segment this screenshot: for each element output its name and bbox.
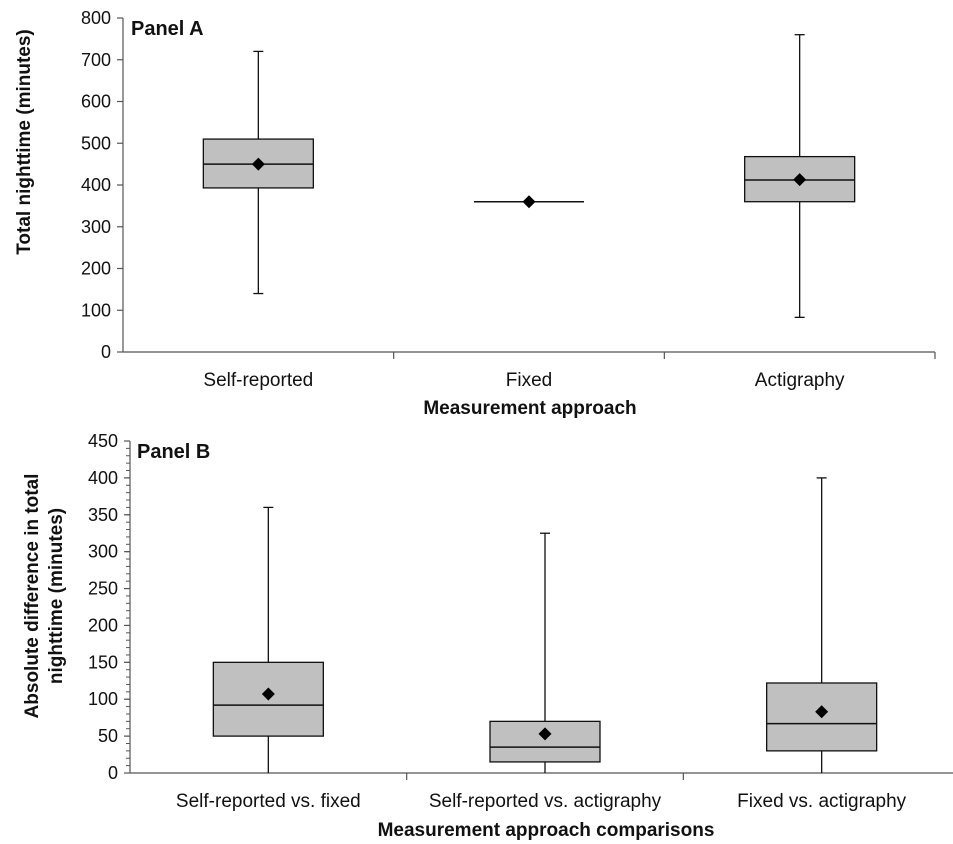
panel-a-y-tick-label: 300 (81, 217, 111, 237)
panel-b-y-tick-label: 200 (88, 615, 118, 635)
panel-b-self-reported-vs-actigraphy-mean-marker (538, 727, 552, 741)
panel-b-y-axis-title-line-2: nighttime (minutes) (46, 508, 67, 684)
panel-b-x-axis-title: Measurement approach comparisons (378, 820, 715, 841)
panel-a-actigraphy-mean-marker (793, 173, 807, 187)
panel-b-y-tick-label: 250 (88, 579, 118, 599)
panel-b-y-tick-label: 400 (88, 468, 118, 488)
panel-a: Panel A Total nighttime (minutes) Measur… (14, 8, 936, 419)
panel-b-y-tick-label: 450 (88, 431, 118, 451)
panel-a-x-category-label: Self-reported (203, 370, 313, 391)
panel-b-y-tick-label: 300 (88, 542, 118, 562)
panel-a-plot-area: 0 100 200 300 400 500 600 700 800 Self-reported Fi… (81, 8, 936, 391)
panel-a-x-category-label: Fixed (506, 370, 552, 391)
panel-a-y-tick-label: 100 (81, 300, 111, 320)
panel-a-y-tick-label: 400 (81, 175, 111, 195)
panel-a-self-reported-mean-marker (251, 157, 265, 171)
panel-a-y-tick-label: 0 (101, 342, 111, 362)
panel-a-y-tick-label: 700 (81, 50, 111, 70)
panel-a-x-category-label: Actigraphy (755, 370, 845, 391)
panel-a-fixed-mean-marker (522, 195, 536, 209)
panel-b-y-tick-label: 0 (108, 763, 118, 783)
panel-b-x-category-label: Fixed vs. actigraphy (737, 791, 906, 812)
panel-b-fixed-vs-actigraphy-mean-marker (815, 705, 829, 719)
panel-a-y-tick-label: 800 (81, 8, 111, 28)
panel-a-y-tick-label: 600 (81, 92, 111, 112)
panel-a-y-tick-label: 200 (81, 259, 111, 279)
panel-b-fixed-vs-actigraphy-box (766, 682, 878, 752)
panel-a-y-axis-title: Total nighttime (minutes) (14, 29, 35, 255)
panel-a-label: Panel A (131, 18, 204, 40)
panel-b-x-category-label: Self-reported vs. actigraphy (429, 791, 662, 812)
panel-b-y-tick-label: 100 (88, 689, 118, 709)
panel-b-label: Panel B (137, 441, 210, 463)
panel-a-y-tick-label: 500 (81, 133, 111, 153)
panel-b-x-category-label: Self-reported vs. fixed (176, 791, 361, 812)
panel-b-self-reported-vs-fixed-mean-marker (261, 687, 275, 701)
panel-b-y-tick-label: 50 (98, 726, 118, 746)
panel-b: Panel B Absolute difference in total nig… (22, 431, 953, 841)
panel-a-x-axis-title: Measurement approach (423, 398, 636, 419)
panel-b-y-axis-title-line-1: Absolute difference in total (22, 474, 43, 719)
panel-b-y-tick-label: 350 (88, 505, 118, 525)
panel-b-plot-area: 0 50 100 150 200 250 300 350 400 450 Self-reported… (88, 431, 953, 812)
panel-b-y-tick-label: 150 (88, 652, 118, 672)
